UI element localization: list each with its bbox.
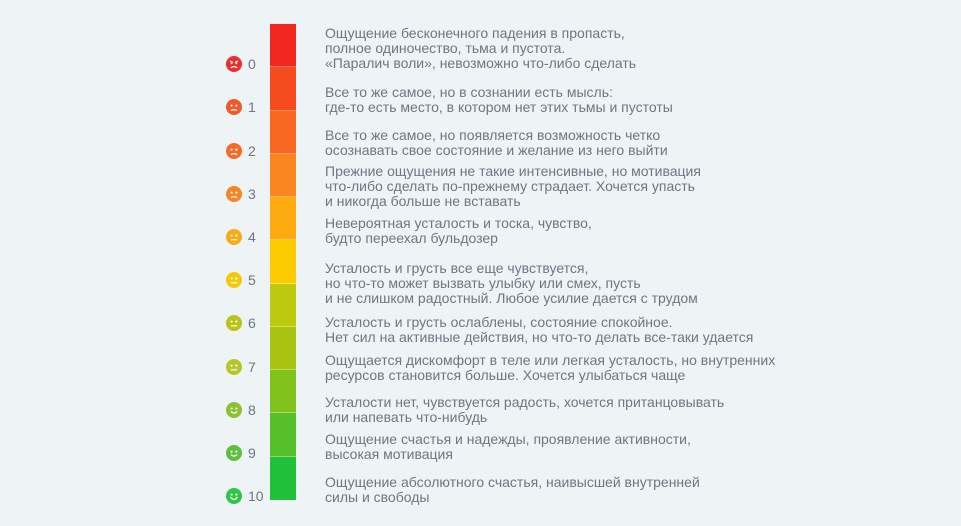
scale-segment-6 bbox=[270, 283, 296, 327]
scale-segment-2 bbox=[270, 110, 296, 154]
level-marker-8: 8 bbox=[226, 401, 266, 419]
scale-segment-0 bbox=[270, 24, 296, 68]
scale-segment-1 bbox=[270, 67, 296, 111]
level-marker-5: 5 bbox=[226, 271, 266, 289]
level-marker-7: 7 bbox=[226, 358, 266, 376]
description-line: полное одиночество, тьма и пустота. bbox=[325, 40, 566, 56]
level-description-9: Ощущение счастья и надежды, проявление а… bbox=[325, 432, 825, 462]
neutral-face-icon bbox=[226, 359, 242, 375]
level-number: 2 bbox=[248, 143, 256, 159]
description-line: и никогда больше не вставать bbox=[325, 193, 521, 209]
mood-scale-bar bbox=[270, 24, 296, 500]
level-number: 5 bbox=[248, 272, 256, 288]
description-line: Все то же самое, но появляется возможнос… bbox=[325, 127, 661, 143]
description-line: ресурсов становится больше. Хочется улыб… bbox=[325, 367, 686, 383]
description-line: Все то же самое, но в сознании есть мысл… bbox=[325, 84, 613, 100]
description-line: Ощущение счастья и надежды, проявление а… bbox=[325, 431, 691, 447]
sad-face-icon bbox=[226, 186, 242, 202]
scale-segment-7 bbox=[270, 326, 296, 371]
level-number: 10 bbox=[248, 488, 264, 504]
scale-segment-10 bbox=[270, 456, 296, 500]
level-marker-6: 6 bbox=[226, 314, 266, 332]
level-description-1: Все то же самое, но в сознании есть мысл… bbox=[325, 85, 825, 115]
level-number: 4 bbox=[248, 229, 256, 245]
sad-face-icon bbox=[226, 99, 242, 115]
level-description-0: Ощущение бесконечного падения в пропасть… bbox=[325, 26, 825, 71]
level-marker-9: 9 bbox=[226, 444, 266, 462]
sad-face-icon bbox=[226, 143, 242, 159]
level-description-6: Усталость и грусть ослаблены, состояние … bbox=[325, 315, 825, 345]
level-description-8: Усталости нет, чувствуется радость, хоче… bbox=[325, 395, 825, 425]
level-number: 9 bbox=[248, 445, 256, 461]
level-marker-0: 0 bbox=[226, 55, 266, 73]
level-marker-3: 3 bbox=[226, 185, 266, 203]
description-line: Ощущение бесконечного падения в пропасть… bbox=[325, 25, 625, 41]
description-line: Усталость и грусть ослаблены, состояние … bbox=[325, 314, 673, 330]
description-line: Невероятная усталость и тоска, чувство, bbox=[325, 215, 592, 231]
scale-segment-9 bbox=[270, 413, 296, 457]
very-sad-face-icon bbox=[226, 56, 242, 72]
description-line: силы и свободы bbox=[325, 489, 430, 505]
description-line: Нет сил на активные действия, но что-то … bbox=[325, 329, 754, 345]
happy-face-icon bbox=[226, 488, 242, 504]
smile-face-icon bbox=[226, 445, 242, 461]
description-line: высокая мотивация bbox=[325, 446, 453, 462]
description-line: осознавать свое состояние и желание из н… bbox=[325, 142, 668, 158]
level-description-5: Усталость и грусть все еще чувствуется, н… bbox=[325, 261, 825, 306]
level-number: 3 bbox=[248, 186, 256, 202]
scale-segment-3 bbox=[270, 153, 296, 198]
level-marker-2: 2 bbox=[226, 142, 266, 160]
description-line: Усталость и грусть все еще чувствуется, bbox=[325, 260, 589, 276]
level-marker-1: 1 bbox=[226, 98, 266, 116]
level-description-7: Ощущается дискомфорт в теле или легкая у… bbox=[325, 353, 825, 383]
description-line: где-то есть место, в котором нет этих ть… bbox=[325, 99, 673, 115]
scale-segment-4 bbox=[270, 197, 296, 241]
level-number: 8 bbox=[248, 402, 256, 418]
description-line: Ощущается дискомфорт в теле или легкая у… bbox=[325, 352, 776, 368]
neutral-face-icon bbox=[226, 272, 242, 288]
smile-face-icon bbox=[226, 402, 242, 418]
description-line: Усталости нет, чувствуется радость, хоче… bbox=[325, 394, 725, 410]
level-description-4: Невероятная усталость и тоска, чувство, б… bbox=[325, 216, 825, 246]
level-marker-4: 4 bbox=[226, 228, 266, 246]
description-line: и не слишком радостный. Любое усилие дае… bbox=[325, 290, 698, 306]
description-line: или напевать что-нибудь bbox=[325, 409, 488, 425]
level-description-10: Ощущение абсолютного счастья, наивысшей … bbox=[325, 475, 825, 505]
level-marker-10: 10 bbox=[226, 487, 266, 505]
level-number: 6 bbox=[248, 315, 256, 331]
description-line: Ощущение абсолютного счастья, наивысшей … bbox=[325, 474, 700, 490]
level-number: 7 bbox=[248, 359, 256, 375]
description-line: «Паралич воли», невозможно что-либо сдел… bbox=[325, 55, 637, 71]
description-line: Прежние ощущения не такие интенсивные, н… bbox=[325, 163, 701, 179]
scale-segment-5 bbox=[270, 240, 296, 284]
description-line: что-либо сделать по-прежнему страдает. Х… bbox=[325, 178, 695, 194]
level-number: 1 bbox=[248, 99, 256, 115]
level-description-2: Все то же самое, но появляется возможнос… bbox=[325, 128, 825, 158]
description-line: но что-то может вызвать улыбку или смех,… bbox=[325, 275, 641, 291]
scale-segment-8 bbox=[270, 370, 296, 414]
level-number: 0 bbox=[248, 56, 256, 72]
neutral-face-icon bbox=[226, 229, 242, 245]
description-line: будто переехал бульдозер bbox=[325, 230, 498, 246]
neutral-face-icon bbox=[226, 315, 242, 331]
level-description-3: Прежние ощущения не такие интенсивные, н… bbox=[325, 164, 825, 209]
